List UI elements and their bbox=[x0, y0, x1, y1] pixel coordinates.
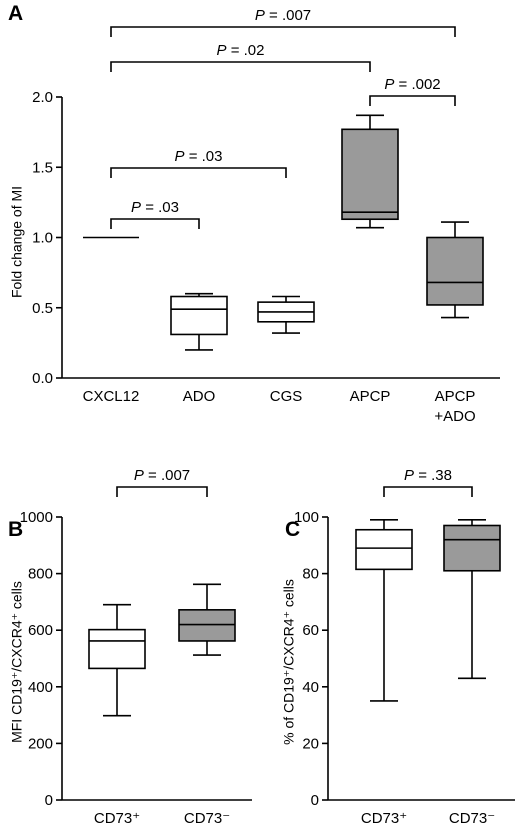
panel-letter: A bbox=[8, 2, 23, 25]
x-tick-label: CD73⁻ bbox=[184, 810, 230, 824]
box-1 bbox=[178, 583, 236, 656]
bracket-line bbox=[383, 486, 473, 497]
bracket-line bbox=[110, 218, 200, 229]
p-value: = .007 bbox=[144, 467, 190, 484]
y-tick-label: 1000 bbox=[20, 509, 53, 526]
y-tick-label: 0.0 bbox=[32, 370, 53, 387]
p-label: P bbox=[255, 7, 265, 24]
comparison-bracket: P = .02 bbox=[110, 42, 371, 72]
p-value: = .002 bbox=[394, 76, 440, 93]
box-iqr bbox=[443, 524, 501, 572]
comparison-bracket: P = .007 bbox=[116, 467, 208, 497]
box-iqr bbox=[170, 295, 228, 336]
box-2 bbox=[257, 295, 315, 334]
box-0 bbox=[88, 603, 146, 717]
box-4 bbox=[426, 221, 484, 319]
p-value: = .03 bbox=[141, 199, 179, 216]
box-iqr bbox=[88, 628, 146, 670]
y-tick-label: 1.5 bbox=[32, 159, 53, 176]
box-0 bbox=[355, 519, 413, 702]
y-axis-label: % of CD19⁺/CXCR4⁺ cells bbox=[281, 579, 297, 745]
y-tick-label: 40 bbox=[302, 679, 319, 696]
comparison-bracket: P = .007 bbox=[110, 7, 456, 37]
box-iqr bbox=[426, 236, 484, 306]
box-iqr bbox=[178, 609, 236, 642]
p-value: = .03 bbox=[185, 148, 223, 165]
bracket-line bbox=[110, 26, 456, 37]
y-tick-label: 200 bbox=[28, 735, 53, 752]
panel-letter: B bbox=[8, 518, 23, 541]
y-tick-label: 60 bbox=[302, 622, 319, 639]
panel-a: A 0.0 0.5 1.0 1.5 2.0 Fold change of MI CXCL12 A… bbox=[8, 2, 500, 425]
x-tick-label: CXCL12 bbox=[83, 388, 140, 405]
p-value-label: P = .02 bbox=[217, 42, 265, 59]
x-tick-label: ADO bbox=[183, 388, 216, 405]
bracket-line bbox=[110, 61, 371, 72]
p-label: P bbox=[131, 199, 141, 216]
y-tick-label: 400 bbox=[28, 679, 53, 696]
bracket-line bbox=[116, 486, 208, 497]
box-1 bbox=[443, 519, 501, 680]
comparison-bracket: P = .38 bbox=[383, 467, 473, 497]
y-tick-label: 0 bbox=[311, 792, 319, 809]
x-tick-label: CD73⁺ bbox=[361, 810, 407, 824]
p-label: P bbox=[384, 76, 394, 93]
p-label: P bbox=[134, 467, 144, 484]
p-label: P bbox=[217, 42, 227, 59]
y-tick-label: 2.0 bbox=[32, 89, 53, 106]
p-value: = .007 bbox=[265, 7, 311, 24]
p-value-label: P = .002 bbox=[384, 76, 440, 93]
y-axis-label: MFI CD19⁺/CXCR4⁺ cells bbox=[9, 581, 25, 743]
comparison-bracket: P = .03 bbox=[110, 199, 200, 229]
x-tick-label: CD73⁻ bbox=[449, 810, 495, 824]
p-value-label: P = .03 bbox=[131, 199, 179, 216]
p-value-label: P = .38 bbox=[404, 467, 452, 484]
panel-letter: C bbox=[285, 518, 300, 541]
box-iqr bbox=[341, 128, 399, 221]
y-tick-label: 0.5 bbox=[32, 300, 53, 317]
comparison-bracket: P = .03 bbox=[110, 148, 287, 178]
panel-c: C 0 20 40 60 80 100 % of CD19⁺/CXCR4⁺ cells CD73… bbox=[281, 467, 515, 824]
box-iqr bbox=[355, 528, 413, 571]
y-axis-label: Fold change of MI bbox=[9, 186, 25, 298]
y-tick-label: 100 bbox=[294, 509, 319, 526]
p-value-label: P = .007 bbox=[134, 467, 190, 484]
p-label: P bbox=[175, 148, 185, 165]
y-tick-label: 600 bbox=[28, 622, 53, 639]
bracket-line bbox=[110, 167, 287, 178]
x-tick-label: APCP bbox=[350, 388, 391, 405]
y-tick-label: 0 bbox=[45, 792, 53, 809]
p-value: = .02 bbox=[227, 42, 265, 59]
y-tick-label: 80 bbox=[302, 566, 319, 583]
y-tick-label: 1.0 bbox=[32, 230, 53, 247]
p-value-label: P = .03 bbox=[175, 148, 223, 165]
x-tick-label: CGS bbox=[270, 388, 303, 405]
p-value-label: P = .007 bbox=[255, 7, 311, 24]
y-tick-label: 20 bbox=[302, 735, 319, 752]
comparison-bracket: P = .002 bbox=[369, 76, 456, 106]
x-tick-label: APCP bbox=[435, 388, 476, 405]
box-3 bbox=[341, 114, 399, 229]
p-label: P bbox=[404, 467, 414, 484]
p-value: = .38 bbox=[414, 467, 452, 484]
y-tick-label: 800 bbox=[28, 566, 53, 583]
x-tick-label: +ADO bbox=[434, 408, 475, 425]
x-tick-label: CD73⁺ bbox=[94, 810, 140, 824]
bracket-line bbox=[369, 95, 456, 106]
panel-b: B 0 200 400 600 800 1000 MFI CD19⁺/CXCR4⁺ cells… bbox=[8, 467, 252, 824]
box-1 bbox=[170, 292, 228, 351]
